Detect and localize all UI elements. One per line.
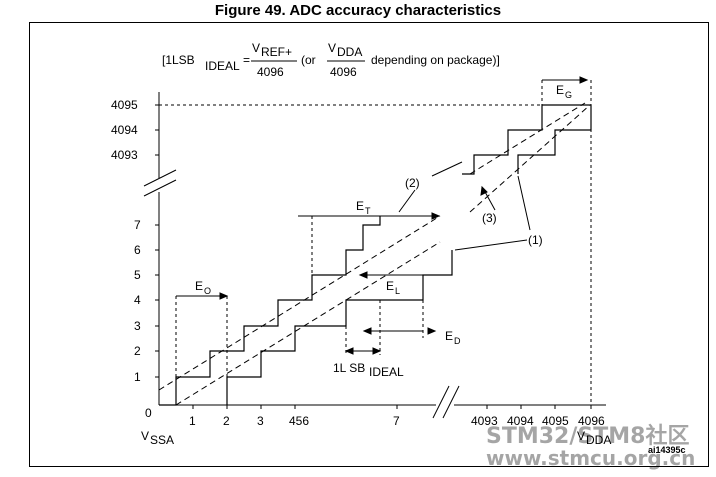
callout-leaders: [398, 161, 531, 251]
c1-leader-lower: [454, 239, 528, 251]
eo-sub: O: [204, 286, 211, 296]
x-tick-4094: 4094: [507, 414, 534, 428]
ed-label: E: [445, 329, 453, 343]
callout-2: (2): [405, 176, 420, 190]
y-tick-6: 6: [134, 243, 141, 257]
actual-staircase-top: [462, 104, 591, 175]
y-tick-4093: 4093: [111, 148, 138, 162]
lsb-arrow-head-left: [344, 347, 354, 355]
eg-sub: G: [565, 90, 572, 100]
y-tick-5: 5: [134, 268, 141, 282]
y-axis-break-2: [143, 179, 177, 197]
x-tick-labels: 0 1 2 3 456 7 4093 4094 4095 4096: [145, 406, 605, 428]
formula-num1-v: V: [252, 41, 260, 55]
c1-leader-upper: [517, 175, 531, 231]
x-tick-7: 7: [393, 414, 400, 428]
x-tick-3: 3: [257, 414, 264, 428]
formula-den1: 4096: [257, 65, 284, 79]
ideal-staircase-top: [517, 105, 592, 174]
x-tick-4093: 4093: [471, 414, 498, 428]
vssa-v: V: [141, 429, 149, 443]
ideal-staircase-lower: [226, 250, 453, 405]
eo-label: E: [195, 279, 203, 293]
formula-equals: =: [243, 53, 250, 67]
x-tick-4096: 4096: [578, 414, 605, 428]
formula-num1-sub: REF+: [261, 45, 292, 59]
eo-arrow-head: [219, 292, 229, 300]
et-label: E: [356, 199, 364, 213]
ed-arrow-head-right: [427, 327, 437, 335]
callout-3: (3): [482, 211, 497, 225]
c3-arrow-head: [480, 185, 488, 196]
actual-transfer-line-2: [158, 215, 441, 391]
error-labels: E O E T E L E D E G 1L SB IDEAL (2) (3) …: [195, 83, 572, 379]
lsb-label: 1L SB: [333, 361, 365, 375]
formula-open: [1LSB: [162, 53, 195, 67]
formula-tail: depending on package)]: [371, 53, 500, 67]
callout-1: (1): [528, 233, 543, 247]
x-tick-456: 456: [289, 414, 309, 428]
x-tick-0: 0: [145, 406, 152, 420]
y-tick-1: 1: [134, 370, 141, 384]
el-sub: L: [395, 286, 400, 296]
watermark: STM32/STM8社区 www.stmcu.org.cn: [486, 423, 695, 470]
y-tick-4: 4: [134, 293, 141, 307]
x-tick-2: 2: [223, 414, 230, 428]
figure-frame: [29, 22, 709, 467]
lsb-formula: [1LSB IDEAL = V REF+ 4096 (or V DDA 4096…: [162, 41, 500, 79]
y-tick-2: 2: [134, 344, 141, 358]
y-axis-break-1: [143, 169, 177, 187]
et-sub: T: [365, 206, 371, 216]
y-tick-4095: 4095: [111, 98, 138, 112]
transfer-lines: [158, 102, 591, 406]
formula-num2-sub: DDA: [337, 45, 362, 59]
vdda-sub: DDA: [586, 433, 611, 447]
ideal-transfer-line-3-upper: [469, 104, 591, 213]
lsb-sub: IDEAL: [369, 365, 404, 379]
formula-den2: 4096: [330, 65, 357, 79]
staircases: [159, 104, 592, 406]
actual-staircase-upper: [159, 216, 381, 406]
et-arrow-head: [431, 212, 441, 220]
c3-leader: [483, 189, 496, 211]
formula-ideal: IDEAL: [205, 59, 240, 73]
x-tick-1: 1: [189, 414, 196, 428]
x-axis-break-2: [442, 385, 460, 419]
lsb-arrow-head-right: [372, 347, 382, 355]
ed-arrow-head-left: [362, 327, 372, 335]
watermark-line2: www.stmcu.org.cn: [486, 446, 695, 470]
vdda-v: V: [577, 429, 585, 443]
ideal-transfer-line-3: [175, 241, 441, 406]
actual-transfer-line-2-upper: [469, 102, 586, 175]
y-tick-4094: 4094: [111, 123, 138, 137]
x-axis-break-1: [432, 385, 450, 419]
figure-title: Figure 49. ADC accuracy characteristics: [214, 2, 502, 19]
c2-leader: [398, 189, 416, 213]
dimension-arrows: [176, 76, 589, 355]
vssa-sub: SSA: [150, 433, 174, 447]
ed-sub: D: [454, 336, 461, 346]
eg-arrow-head: [579, 76, 589, 84]
formula-num2-v: V: [328, 41, 336, 55]
y-tick-3: 3: [134, 319, 141, 333]
guide-lines: [159, 80, 592, 405]
reference-code: ai14395c: [648, 445, 686, 455]
el-label: E: [386, 279, 394, 293]
y-tick-labels: 4095 4094 4093 7 6 5 4 3 2 1: [111, 98, 141, 384]
c2-leader-upper: [431, 161, 463, 177]
eg-label: E: [556, 83, 564, 97]
y-tick-7: 7: [134, 218, 141, 232]
x-tick-4095: 4095: [542, 414, 569, 428]
el-arrow-head: [358, 271, 368, 279]
watermark-line1: STM32/STM8社区: [486, 423, 689, 449]
formula-or: (or: [301, 53, 316, 67]
axes: [143, 92, 606, 419]
